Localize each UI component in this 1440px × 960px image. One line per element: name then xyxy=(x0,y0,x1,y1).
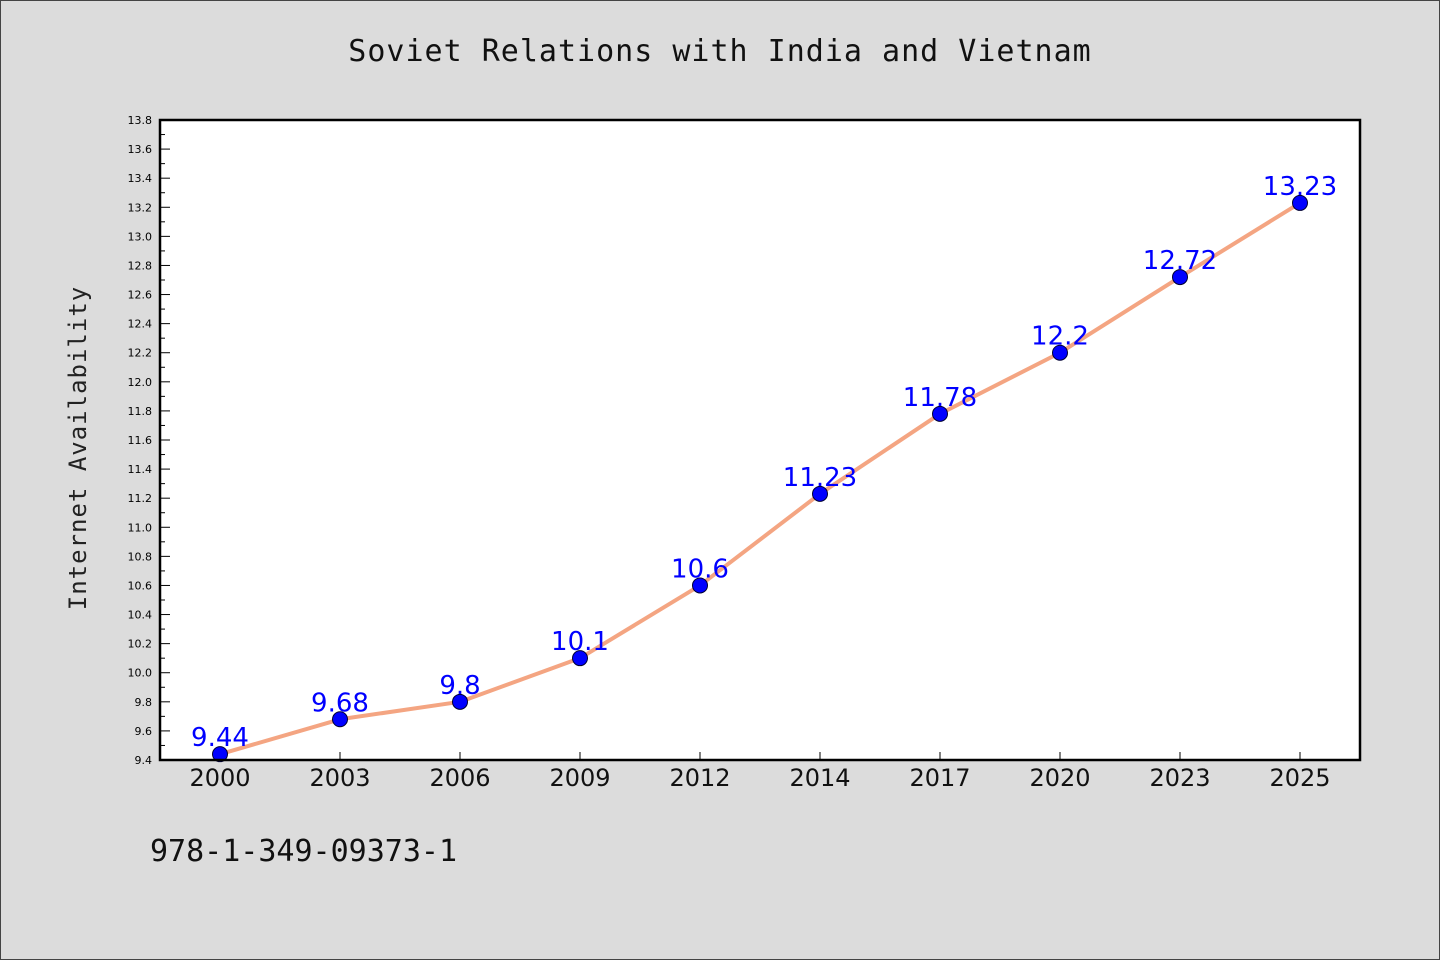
y-axis: 9.4 9.6 9.8 10.0 10.2 10.4 10.6 10.8 11.0 11.2 11.… xyxy=(128,114,170,767)
isbn-text: 978-1-349-09373-1 xyxy=(150,834,458,869)
data-point xyxy=(692,577,708,594)
y-tick-label: 9.8 xyxy=(135,696,153,709)
data-point xyxy=(1172,269,1188,286)
y-tick-label: 10.0 xyxy=(128,667,153,680)
y-tick-label: 12.6 xyxy=(128,289,153,302)
data-label: 9.68 xyxy=(311,688,369,718)
series-line xyxy=(218,200,1302,757)
y-tick-label: 13.6 xyxy=(128,143,153,156)
x-tick-label: 2023 xyxy=(1149,764,1210,792)
data-point xyxy=(1292,194,1308,211)
y-tick-label: 13.0 xyxy=(128,230,153,243)
x-tick-label: 2003 xyxy=(309,764,370,792)
data-point xyxy=(1052,344,1068,361)
x-tick-label: 2014 xyxy=(789,764,850,792)
y-tick-label: 12.0 xyxy=(128,376,153,389)
x-tick-label: 2025 xyxy=(1269,764,1330,792)
y-tick-label: 11.4 xyxy=(128,463,153,476)
x-tick-label: 2009 xyxy=(549,764,610,792)
y-tick-label: 10.4 xyxy=(128,609,153,622)
data-label: 9.8 xyxy=(439,671,480,701)
x-tick-label: 2012 xyxy=(669,764,730,792)
y-tick-label: 13.2 xyxy=(128,201,153,214)
data-label: 13.23 xyxy=(1263,172,1337,202)
data-point xyxy=(932,405,948,422)
y-tick-label: 10.2 xyxy=(128,638,153,651)
chart-title: Soviet Relations with India and Vietnam xyxy=(348,34,1092,69)
data-label: 12.72 xyxy=(1143,246,1217,276)
y-tick-label: 10.8 xyxy=(128,550,153,563)
data-label: 9.44 xyxy=(191,723,249,753)
data-label: 11.78 xyxy=(903,383,977,413)
data-point xyxy=(812,485,828,502)
x-tick-label: 2017 xyxy=(909,764,970,792)
y-tick-label: 12.4 xyxy=(128,318,153,331)
y-tick-label: 11.2 xyxy=(128,492,153,505)
y-tick-label: 11.0 xyxy=(128,521,153,534)
plot-border xyxy=(158,118,1362,762)
data-point xyxy=(332,711,348,728)
x-tick-label: 2006 xyxy=(429,764,490,792)
y-tick-label: 9.6 xyxy=(135,725,153,738)
data-label: 10.1 xyxy=(551,627,609,657)
series-markers xyxy=(212,194,1308,763)
y-tick-label: 9.4 xyxy=(135,754,153,767)
y-tick-label: 12.2 xyxy=(128,347,153,360)
y-tick-label: 11.8 xyxy=(128,405,153,418)
y-tick-label: 13.8 xyxy=(128,114,153,127)
y-tick-label: 10.6 xyxy=(128,579,153,592)
data-point xyxy=(212,746,228,763)
data-point xyxy=(452,693,468,710)
plot-area xyxy=(160,120,1360,760)
x-axis: 2000 2003 2006 2009 2012 2014 2017 2020 2023 2025 xyxy=(189,752,1331,792)
y-tick-label: 12.8 xyxy=(128,259,153,272)
data-label: 11.23 xyxy=(783,463,857,493)
data-label: 12.2 xyxy=(1031,322,1089,352)
x-tick-label: 2000 xyxy=(189,764,250,792)
x-tick-label: 2020 xyxy=(1029,764,1090,792)
y-tick-label: 13.4 xyxy=(128,172,153,185)
data-labels: 9.44 9.68 9.8 10.1 10.6 11.23 11.78 12.2 12.72 13… xyxy=(191,172,1337,753)
y-tick-label: 11.6 xyxy=(128,434,153,447)
data-point xyxy=(572,650,588,667)
data-label: 10.6 xyxy=(671,554,729,584)
